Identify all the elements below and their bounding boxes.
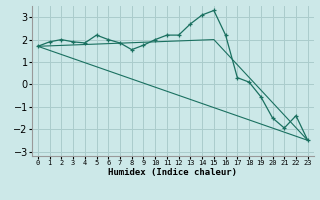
X-axis label: Humidex (Indice chaleur): Humidex (Indice chaleur) <box>108 168 237 177</box>
